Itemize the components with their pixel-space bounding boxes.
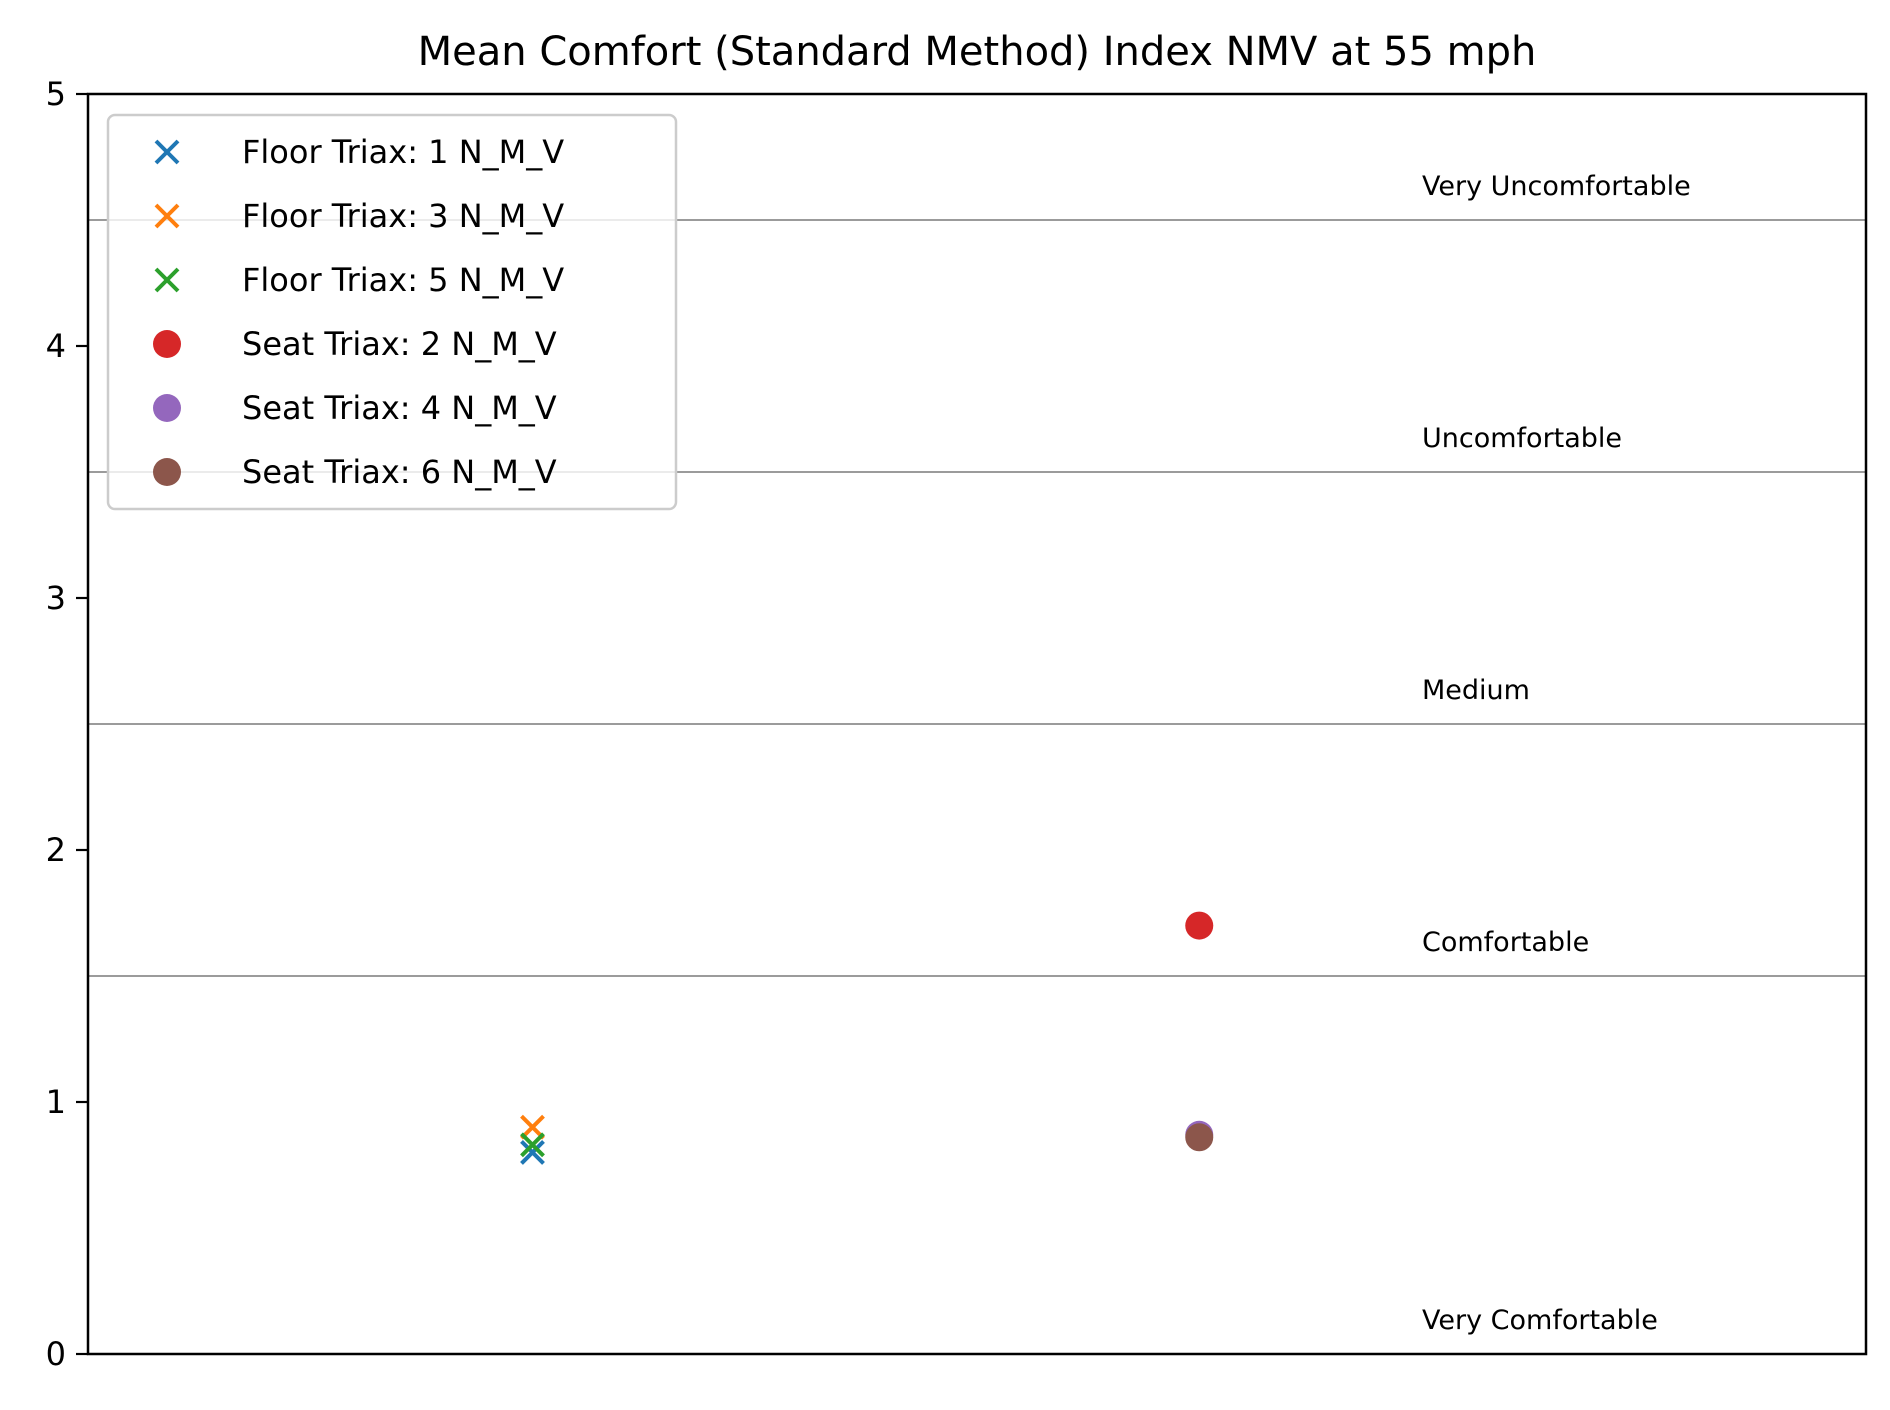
legend-marker (153, 330, 181, 358)
y-tick-label: 1 (46, 1083, 66, 1121)
legend-marker (154, 267, 180, 293)
chart-title: Mean Comfort (Standard Method) Index NMV… (418, 29, 1537, 75)
legend-box (106, 113, 678, 511)
data-point (1185, 1123, 1214, 1152)
marker-stroke (154, 139, 180, 165)
marker-stroke (520, 1132, 545, 1158)
y-tick-label: 5 (46, 75, 66, 113)
y-axis: 0 1 2 3 4 5 (46, 75, 88, 1373)
data-point (520, 1132, 545, 1158)
marker-stroke (520, 1114, 545, 1140)
zone-labels: Very Uncomfortable Uncomfortable Medium Com… (1422, 171, 1691, 1336)
legend-marker (153, 458, 181, 486)
marker-stroke (154, 203, 180, 229)
y-tick-label: 2 (46, 831, 66, 869)
legend-label: Floor Triax: 3 N_M_V (242, 197, 564, 235)
zone-label: Uncomfortable (1422, 423, 1622, 454)
y-tick-label: 0 (46, 1335, 66, 1373)
legend-label: Seat Triax: 6 N_M_V (242, 453, 557, 491)
marker-stroke (520, 1139, 545, 1165)
data-point (1185, 911, 1214, 940)
zone-label: Very Uncomfortable (1422, 171, 1691, 202)
zone-label: Very Comfortable (1422, 1305, 1658, 1336)
data-points (520, 911, 1214, 1165)
plot-frame (86, 92, 1868, 1356)
legend-label: Floor Triax: 5 N_M_V (242, 261, 564, 299)
y-tick-label: 4 (46, 327, 66, 365)
legend-marker (153, 394, 181, 422)
data-point (520, 1114, 545, 1140)
marker-stroke (154, 267, 180, 293)
zone-label: Comfortable (1422, 927, 1589, 958)
legend-label: Floor Triax: 1 N_M_V (242, 133, 564, 171)
y-tick-label: 3 (46, 579, 66, 617)
legend-marker (154, 203, 180, 229)
legend: Floor Triax: 1 N_M_V Floor Triax: 3 N_M_V… (106, 113, 678, 511)
legend-label: Seat Triax: 4 N_M_V (242, 389, 557, 427)
data-point (520, 1139, 545, 1165)
legend-marker (154, 139, 180, 165)
zone-label: Medium (1422, 675, 1530, 706)
legend-label: Seat Triax: 2 N_M_V (242, 325, 557, 363)
